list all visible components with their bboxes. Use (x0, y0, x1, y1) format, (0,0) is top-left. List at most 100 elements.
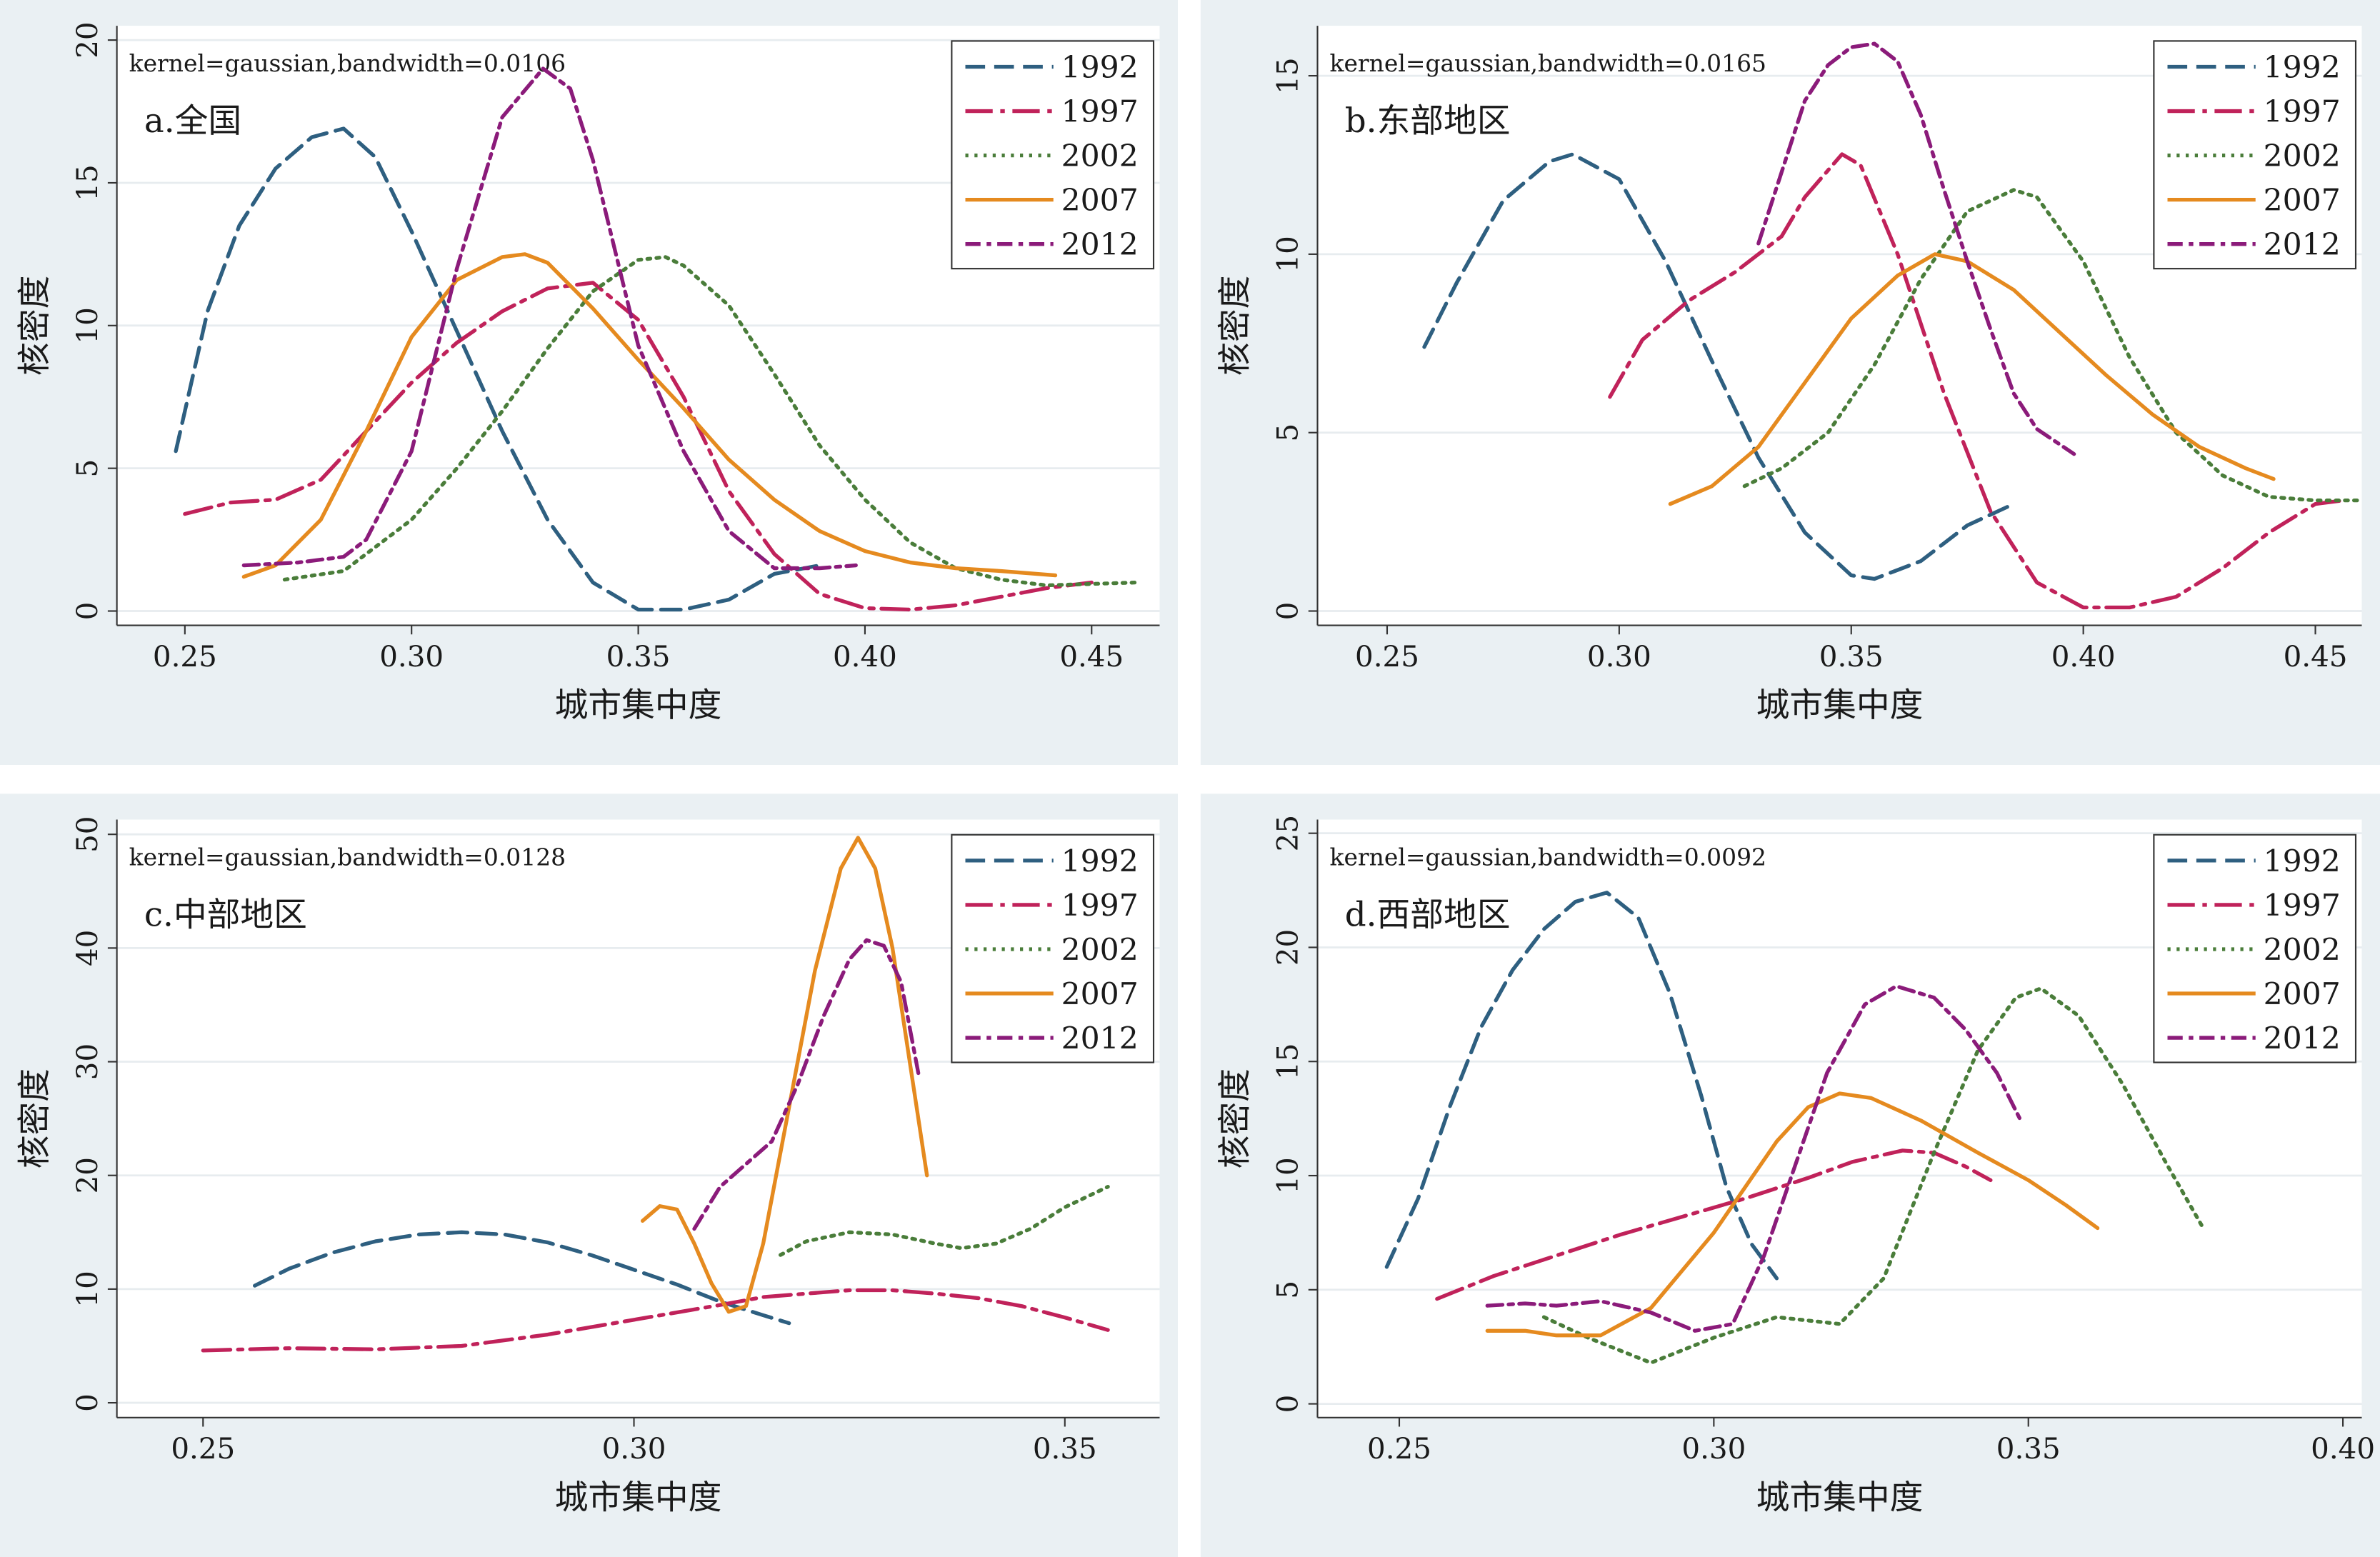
legend-label-2002: 2002 (2264, 933, 2341, 968)
x-tick-label: 0.25 (171, 1432, 235, 1466)
y-tick-label: 5 (1271, 1281, 1305, 1299)
series-line-1992 (1384, 891, 1779, 1281)
x-tick-label: 0.45 (1059, 640, 1124, 674)
y-tick-label: 0 (71, 602, 104, 621)
panel-label: c.中部地区 (144, 896, 307, 934)
legend: 1992 1997 2002 2007 2012 (951, 40, 1155, 270)
y-tick-label: 5 (1271, 424, 1305, 442)
x-axis-title: 城市集中度 (555, 686, 722, 725)
legend-label-2007: 2007 (2264, 977, 2341, 1012)
series-line-2012 (692, 938, 921, 1231)
y-tick-label: 30 (71, 1043, 104, 1080)
panel-label: a.全国 (144, 102, 241, 141)
series-line-1992 (1422, 152, 2016, 581)
legend-label-2007: 2007 (1061, 184, 1139, 219)
y-tick-label: 25 (1271, 815, 1305, 851)
y-tick-label: 50 (71, 816, 104, 853)
bandwidth-annotation: kernel=gaussian,bandwidth=0.0165 (1330, 49, 1766, 77)
legend-label-1992: 1992 (1061, 50, 1139, 85)
x-tick-label: 0.25 (1355, 640, 1419, 674)
y-tick-label: 15 (71, 164, 104, 201)
y-axis-title: 核密度 (16, 276, 54, 376)
x-tick-label: 0.30 (379, 640, 444, 674)
series-line-2012 (1485, 984, 2024, 1333)
legend: 1992 1997 2002 2007 2012 (2153, 833, 2357, 1063)
y-tick-label: 20 (1271, 929, 1305, 966)
series-line-1997 (183, 281, 1094, 612)
y-tick-label: 0 (71, 1393, 104, 1412)
legend-label-1997: 1997 (1061, 888, 1139, 923)
bandwidth-annotation: kernel=gaussian,bandwidth=0.0106 (129, 49, 566, 77)
chart-panel-2: 0 5 10 15 0.25 0.30 0.35 0.40 0.45 城市集中度 核密度 kernel… (1200, 0, 2380, 765)
y-tick-label: 15 (1271, 57, 1305, 94)
legend-label-1992: 1992 (2264, 50, 2341, 85)
legend-label-2012: 2012 (1061, 228, 1139, 263)
x-axis-title: 城市集中度 (1756, 686, 1924, 725)
x-axis-title: 城市集中度 (1756, 1478, 1924, 1517)
x-tick-label: 0.35 (606, 640, 671, 674)
bandwidth-annotation: kernel=gaussian,bandwidth=0.0128 (129, 843, 566, 871)
series-line-1997 (201, 1288, 1110, 1353)
x-tick-label: 0.25 (1367, 1432, 1431, 1466)
series-line-2002 (1541, 986, 2206, 1365)
series-line-2007 (1485, 1091, 2100, 1338)
x-axis-title: 城市集中度 (555, 1478, 722, 1517)
series-line-2002 (778, 1184, 1110, 1257)
series-line-1992 (174, 126, 822, 612)
legend-label-2002: 2002 (2264, 139, 2341, 174)
legend-label-1992: 1992 (2264, 844, 2341, 879)
y-tick-label: 15 (1271, 1043, 1305, 1080)
y-tick-label: 0 (1271, 1395, 1305, 1413)
y-tick-label: 10 (71, 1271, 104, 1307)
panel-label: d.西部地区 (1345, 896, 1511, 934)
legend-label-2012: 2012 (1061, 1021, 1139, 1056)
y-tick-label: 5 (71, 459, 104, 478)
legend-label-1997: 1997 (1061, 94, 1139, 129)
legend-label-2007: 2007 (2264, 184, 2341, 219)
legend-label-2002: 2002 (1061, 139, 1139, 174)
y-tick-label: 10 (71, 307, 104, 344)
chart-panel-3: 0 10 20 30 40 50 0.25 0.30 0.35 城市集中度 核密度 kernel=ga… (0, 793, 1178, 1557)
legend: 1992 1997 2002 2007 2012 (2153, 40, 2357, 270)
x-tick-label: 0.25 (153, 640, 217, 674)
y-tick-label: 20 (71, 21, 104, 58)
chart-panel-4: 0 5 10 15 20 25 0.25 0.30 0.35 0.40 城市集中度 核密度 kernel… (1200, 793, 2380, 1557)
y-tick-label: 40 (71, 930, 104, 966)
y-axis-title: 核密度 (1216, 1068, 1255, 1168)
series-line-2007 (241, 252, 1058, 579)
series-line-2012 (1756, 41, 2076, 456)
y-tick-label: 10 (1271, 236, 1305, 272)
legend-label-2002: 2002 (1061, 933, 1139, 968)
y-axis-title: 核密度 (1216, 276, 1255, 376)
x-tick-label: 0.30 (1681, 1432, 1746, 1466)
series-line-1997 (1435, 1148, 1993, 1301)
y-tick-label: 10 (1271, 1157, 1305, 1193)
legend-label-2012: 2012 (2264, 228, 2341, 263)
legend-label-2007: 2007 (1061, 977, 1139, 1012)
y-tick-label: 20 (71, 1157, 104, 1193)
legend: 1992 1997 2002 2007 2012 (951, 833, 1155, 1063)
y-tick-label: 0 (1271, 602, 1305, 621)
x-tick-label: 0.45 (2284, 640, 2348, 674)
x-tick-label: 0.30 (602, 1432, 666, 1466)
chart-panel-1: 0 5 10 15 20 0.25 0.30 0.35 0.40 0.45 城市集中度 核密度 kern… (0, 0, 1178, 765)
x-tick-label: 0.30 (1587, 640, 1651, 674)
series-line-1997 (1608, 152, 2346, 610)
series-line-2002 (1742, 188, 2362, 503)
legend-label-1997: 1997 (2264, 888, 2341, 923)
series-line-1992 (253, 1230, 791, 1326)
x-tick-label: 0.40 (833, 640, 897, 674)
series-line-2012 (241, 66, 858, 571)
series-line-2007 (640, 836, 929, 1314)
x-tick-label: 0.35 (1996, 1432, 2061, 1466)
legend-label-1992: 1992 (1061, 844, 1139, 879)
x-tick-label: 0.40 (2311, 1432, 2375, 1466)
x-tick-label: 0.35 (1819, 640, 1884, 674)
panel-label: b.东部地区 (1345, 102, 1511, 141)
bandwidth-annotation: kernel=gaussian,bandwidth=0.0092 (1330, 843, 1766, 871)
y-axis-title: 核密度 (16, 1068, 54, 1168)
legend-label-2012: 2012 (2264, 1021, 2341, 1056)
legend-label-1997: 1997 (2264, 94, 2341, 129)
x-tick-label: 0.40 (2051, 640, 2116, 674)
